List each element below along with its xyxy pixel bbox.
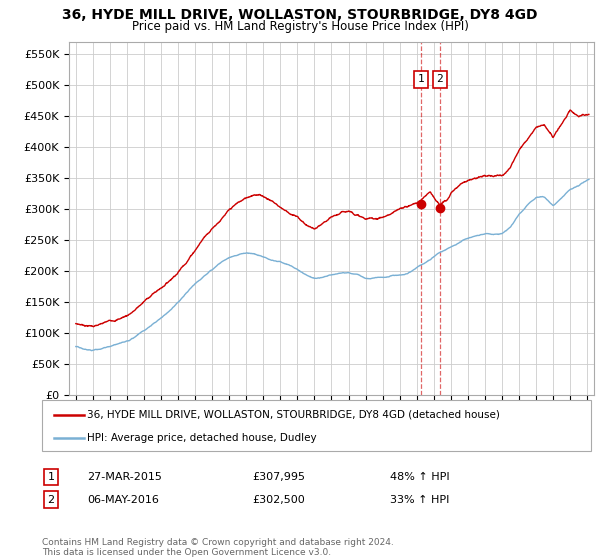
Text: 36, HYDE MILL DRIVE, WOLLASTON, STOURBRIDGE, DY8 4GD: 36, HYDE MILL DRIVE, WOLLASTON, STOURBRI… <box>62 8 538 22</box>
Text: 33% ↑ HPI: 33% ↑ HPI <box>390 494 449 505</box>
Text: Price paid vs. HM Land Registry's House Price Index (HPI): Price paid vs. HM Land Registry's House … <box>131 20 469 32</box>
Text: 27-MAR-2015: 27-MAR-2015 <box>87 472 162 482</box>
Text: £307,995: £307,995 <box>252 472 305 482</box>
Text: 06-MAY-2016: 06-MAY-2016 <box>87 494 159 505</box>
Text: Contains HM Land Registry data © Crown copyright and database right 2024.
This d: Contains HM Land Registry data © Crown c… <box>42 538 394 557</box>
Text: HPI: Average price, detached house, Dudley: HPI: Average price, detached house, Dudl… <box>87 433 317 443</box>
Text: 36, HYDE MILL DRIVE, WOLLASTON, STOURBRIDGE, DY8 4GD (detached house): 36, HYDE MILL DRIVE, WOLLASTON, STOURBRI… <box>87 409 500 419</box>
Text: 1: 1 <box>417 74 424 84</box>
Text: £302,500: £302,500 <box>252 494 305 505</box>
Text: 2: 2 <box>47 494 55 505</box>
Text: 2: 2 <box>436 74 443 84</box>
Text: 1: 1 <box>47 472 55 482</box>
Text: 48% ↑ HPI: 48% ↑ HPI <box>390 472 449 482</box>
